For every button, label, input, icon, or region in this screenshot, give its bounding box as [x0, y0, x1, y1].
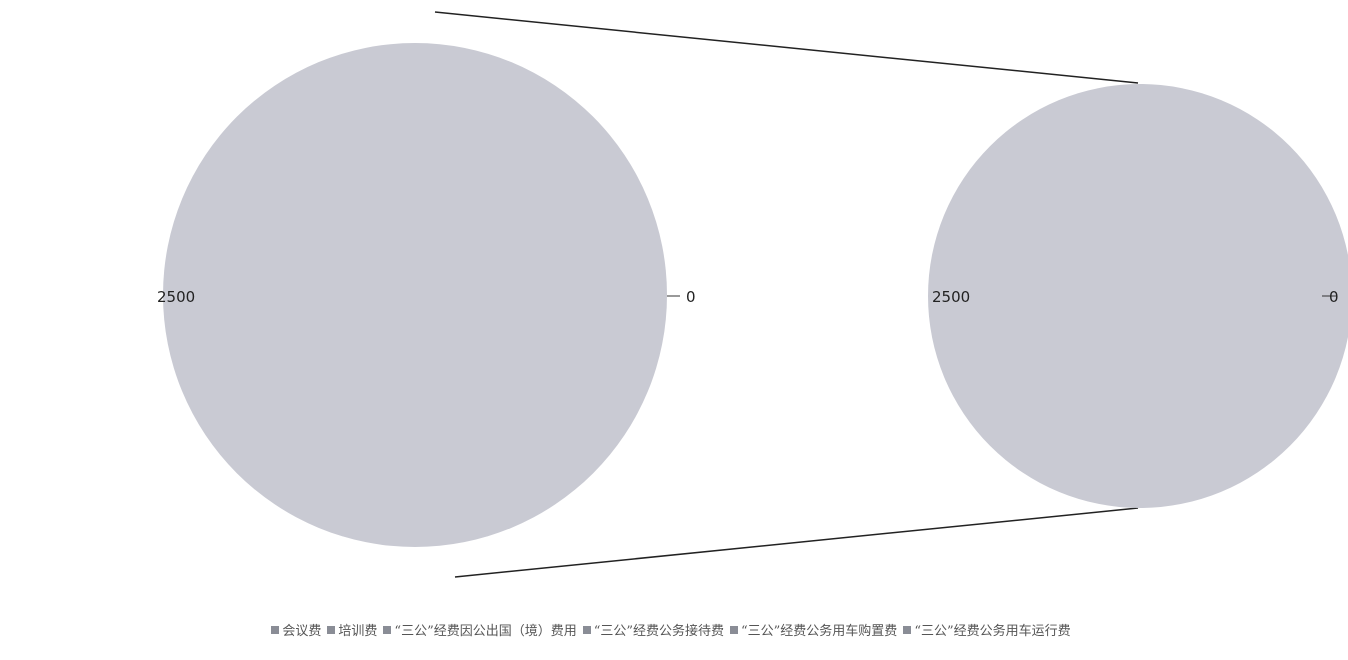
legend-item: “三公”经费因公出国（境）费用	[383, 620, 577, 639]
legend-square-icon	[903, 625, 912, 634]
legend-item: 会议费	[271, 620, 321, 639]
legend-label: “三公”经费公务用车运行费	[914, 624, 1071, 639]
legend-label: 会议费	[282, 624, 322, 639]
main-pie-left-value-label: 2500	[157, 288, 195, 306]
chart-legend: 会议费 培训费 “三公”经费因公出国（境）费用 “三公”经费公务接待费 “三公”…	[0, 620, 1348, 639]
secondary-pie-left-value-label: 2500	[932, 288, 970, 306]
secondary-pie-right-value-label: 0	[1329, 288, 1339, 306]
legend-item: “三公”经费公务用车运行费	[903, 620, 1071, 639]
legend-label: “三公”经费公务接待费	[593, 624, 725, 639]
legend-item: 培训费	[327, 620, 377, 639]
connector-line-top	[434, 11, 1139, 84]
legend-square-icon	[327, 625, 336, 634]
legend-square-icon	[730, 625, 739, 634]
legend-label: “三公”经费因公出国（境）费用	[394, 624, 577, 639]
secondary-pie-slice	[928, 84, 1348, 508]
main-pie-right-value-label: 0	[686, 288, 696, 306]
legend-label: “三公”经费公务用车购置费	[741, 624, 898, 639]
legend-square-icon	[582, 625, 591, 634]
connector-line-bottom	[454, 507, 1139, 578]
legend-item: “三公”经费公务接待费	[582, 620, 725, 639]
legend-square-icon	[271, 625, 280, 634]
main-pie-slice	[163, 43, 667, 547]
legend-item: “三公”经费公务用车购置费	[730, 620, 897, 639]
legend-square-icon	[383, 625, 392, 634]
legend-label: 培训费	[338, 624, 378, 639]
